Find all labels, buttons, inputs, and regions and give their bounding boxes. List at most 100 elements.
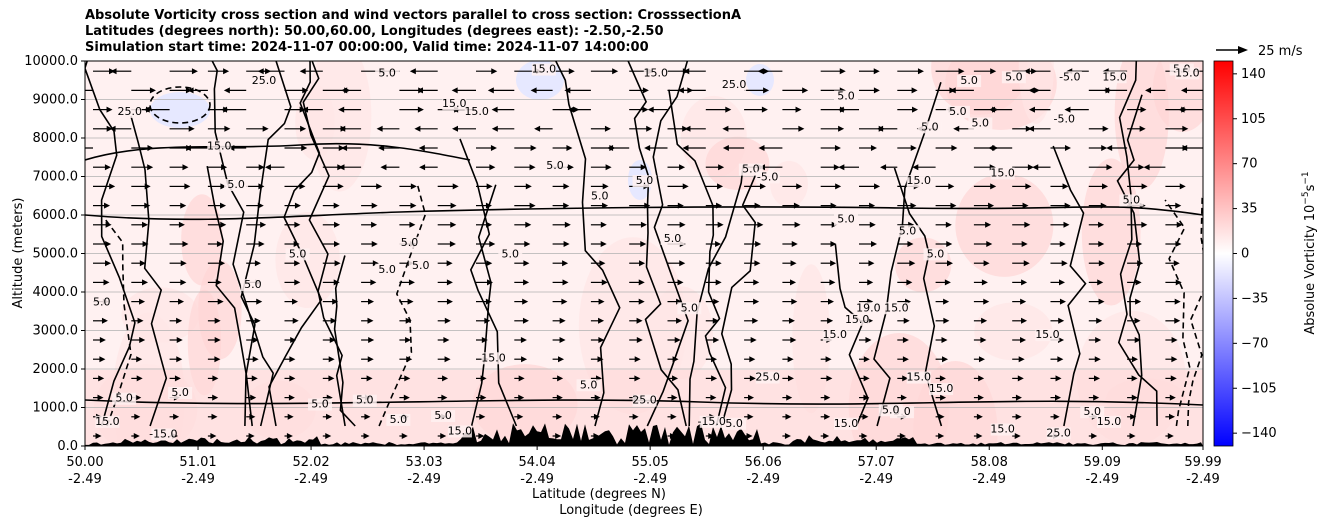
contour-label: 5.0 <box>882 403 900 416</box>
wind-vector-head <box>1143 164 1150 171</box>
wind-vector-head <box>1131 356 1138 363</box>
wind-vector-head <box>795 106 802 113</box>
contour-label-bg <box>1080 406 1105 419</box>
wind-vector-head <box>221 106 228 113</box>
wind-vector-head <box>223 68 230 75</box>
wind-vector-head <box>1098 241 1105 247</box>
contour-line <box>378 184 427 427</box>
wind-vector-head <box>830 260 837 267</box>
contour-label-bg <box>1052 113 1077 126</box>
wind-vector-head <box>256 298 263 305</box>
wind-vector-head <box>220 183 227 190</box>
wind-vector-head <box>1093 375 1100 382</box>
wind-vector-head <box>983 298 990 305</box>
wind-vector-head <box>746 433 753 439</box>
wind-vector-head <box>446 260 453 267</box>
wind-vector-head <box>1106 145 1113 151</box>
wind-vector-head <box>644 202 651 209</box>
colorbar-label: Absolue Vorticity 10−5s−1 <box>1301 171 1318 334</box>
wind-vector-head <box>380 164 387 171</box>
wind-vector-head <box>761 106 768 113</box>
wind-vector-head <box>264 164 271 171</box>
contour-label-bg <box>89 296 114 309</box>
wind-vector-head <box>839 68 846 75</box>
wind-vector-head <box>142 241 149 247</box>
wind-vector-head <box>679 164 686 171</box>
contour-label: 15.0 <box>906 174 931 187</box>
wind-vector-head <box>874 183 881 190</box>
x-tick-label-longitude: -2.49 <box>520 472 554 487</box>
wind-vector-head <box>1106 164 1113 171</box>
wind-vector-head <box>258 164 265 171</box>
wind-vector-head <box>409 68 416 75</box>
wind-vector-head <box>978 375 985 382</box>
wind-vector-head <box>139 260 146 267</box>
contour-label-bg <box>1057 71 1082 84</box>
wind-vector-head <box>758 145 765 151</box>
wind-vector-head <box>289 375 296 382</box>
wind-vector-head <box>518 375 525 382</box>
x-axis-title-longitude: Longitude (degrees E) <box>559 503 703 518</box>
wind-vector-head <box>909 260 916 267</box>
wind-vector-head <box>441 394 448 401</box>
wind-vector-head <box>790 279 797 286</box>
wind-vector-head <box>1058 337 1065 343</box>
wind-vector-head <box>676 317 683 324</box>
wind-vector-head <box>556 394 563 401</box>
wind-vector-head <box>371 241 378 247</box>
wind-vector-head <box>910 145 917 151</box>
wind-vector-head <box>408 279 415 286</box>
contour-line <box>1052 145 1087 427</box>
colorbar-tick-label: 0 <box>1241 247 1249 262</box>
wind-vector-head <box>370 279 377 286</box>
wind-vector-head <box>292 317 299 324</box>
wind-vector-head <box>444 356 451 363</box>
contour-label: 5.0 <box>227 178 245 191</box>
wind-vector-head <box>1135 298 1142 305</box>
wind-vector-head <box>1102 125 1109 132</box>
wind-vector-head <box>480 394 487 401</box>
wind-vector-head <box>757 221 764 228</box>
wind-vector-head <box>98 375 105 382</box>
wind-vector-head <box>1063 221 1070 228</box>
colorbar-tick-label: −140 <box>1241 426 1277 441</box>
wind-vector-head <box>184 183 191 190</box>
contour-label: 15.0 <box>448 424 473 437</box>
wind-vector-head <box>184 145 191 151</box>
contour-line <box>893 167 943 427</box>
wind-vector-head <box>491 106 498 113</box>
wind-vector-head <box>450 221 457 228</box>
contour-label-bg <box>442 98 467 111</box>
x-tick-label-latitude: 56.06 <box>745 455 782 470</box>
contour-label-bg <box>929 383 954 396</box>
contour-label: 15.0 <box>442 97 467 110</box>
wind-vector-head <box>600 241 607 247</box>
y-axis: 0.0 1000.0 2000.0 3000.0 4000.0 5000.0 6000.0 7… <box>24 54 85 454</box>
wind-vector-head <box>1020 337 1027 343</box>
wind-vectors <box>85 68 1212 439</box>
contour-label-bg <box>431 410 456 423</box>
x-tick-label-latitude: 59.09 <box>1084 455 1121 470</box>
wind-vector-head <box>363 433 370 439</box>
wind-vector-head <box>1059 241 1066 247</box>
wind-vector-head <box>330 317 337 324</box>
wind-vector-head <box>214 337 221 343</box>
x-axis: 50.00 -2.49 51.01 -2.49 52.02 -2.49 53.03 -2.49… <box>66 446 1222 487</box>
wind-vector-head <box>598 298 605 305</box>
wind-vector-head <box>106 106 113 113</box>
wind-vector-head <box>976 413 983 420</box>
wind-vector-head <box>1181 145 1188 151</box>
contour-line <box>333 255 356 427</box>
wind-vector-head <box>834 145 841 151</box>
wind-vector-head <box>338 164 345 171</box>
wind-vector-head <box>215 279 222 286</box>
wind-vector-head <box>1206 433 1212 439</box>
wind-vector-head <box>490 145 497 151</box>
wind-vector-head <box>254 260 261 267</box>
wind-vector-head <box>258 183 265 190</box>
wind-vector-head <box>299 68 306 75</box>
y-tick-label: 10000.0 <box>24 54 78 69</box>
contour-label: 15.0 <box>95 415 120 428</box>
contour-label-bg <box>112 392 137 405</box>
contour-label: 5.0 <box>681 301 699 314</box>
